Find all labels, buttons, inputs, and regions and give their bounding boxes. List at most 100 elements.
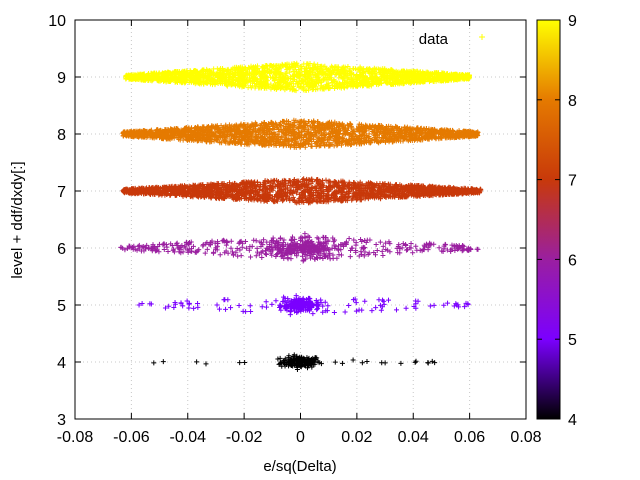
data-point [410,250,416,256]
data-point [192,249,198,255]
data-point [359,360,365,366]
data-point [297,304,303,310]
data-point [203,361,209,367]
data-point [474,246,480,252]
data-point [320,309,326,315]
data-point [204,246,210,252]
data-point [273,298,279,304]
data-point [350,357,356,363]
data-point [369,308,375,314]
data-point [312,355,318,361]
data-point [362,298,368,304]
data-point [263,299,269,305]
data-point [415,298,421,304]
data-point [278,307,284,313]
data-point [315,301,321,307]
data-point [323,308,329,314]
data-point [122,247,128,253]
data-point [225,297,231,303]
data-point [353,242,359,248]
data-point [281,237,287,243]
data-point [308,303,314,309]
data-point [315,306,321,312]
data-point [295,309,301,315]
data-point [349,245,355,251]
series-level-6 [118,231,481,264]
data-point [171,304,177,310]
data-point [320,234,326,240]
data-point [246,247,252,253]
data-point [272,244,278,250]
data-point [373,305,379,311]
data-point [303,307,309,313]
data-point [275,356,281,362]
data-point [293,296,299,302]
data-point [318,297,324,303]
data-point [314,235,320,241]
data-point [185,249,191,255]
data-point [289,302,295,308]
data-point [263,251,269,257]
data-point [346,302,352,308]
data-point [403,247,409,253]
data-point [314,307,320,313]
data-point [342,309,348,315]
data-point [281,255,287,261]
data-point [386,297,392,303]
data-point [282,295,288,301]
data-point [296,246,302,252]
data-point [377,239,383,245]
series-level-8 [120,117,481,151]
data-point [309,358,315,364]
data-point [164,244,170,250]
data-point [412,359,418,365]
data-point [413,301,419,307]
data-point [280,298,286,304]
data-point [277,304,283,310]
data-point [436,245,442,251]
data-point [382,360,388,366]
data-point [408,241,414,247]
data-point [302,231,308,237]
data-point [286,304,292,310]
data-point [413,358,419,364]
data-point [300,355,306,361]
data-point [166,303,172,309]
data-point [297,301,303,307]
data-point [296,363,302,369]
data-point [310,252,316,258]
data-point [147,301,153,307]
data-point [307,307,313,313]
series-level-7 [120,176,484,206]
data-point [267,244,273,250]
data-point [174,240,180,246]
data-point [216,306,222,312]
data-point [286,353,292,359]
data-point [155,244,161,250]
series-level-4 [151,352,438,372]
data-point [325,303,331,309]
data-point [217,252,223,258]
data-point [313,298,319,304]
data-point [322,299,328,305]
data-point [247,303,253,309]
data-point [380,243,386,249]
data-point [310,311,316,317]
grid-lines [75,20,526,419]
data-point [248,254,254,260]
data-point [160,241,166,247]
data-point [191,305,197,311]
data-point [135,243,141,249]
data-point [352,296,358,302]
data-point [393,307,399,313]
data-point [234,245,240,251]
data-point [431,302,437,308]
data-point [462,304,468,310]
data-point [200,242,206,248]
data-point [465,302,471,308]
data-point [299,253,305,259]
data-point [307,298,313,304]
data-point [347,254,353,260]
data-point [242,359,248,365]
